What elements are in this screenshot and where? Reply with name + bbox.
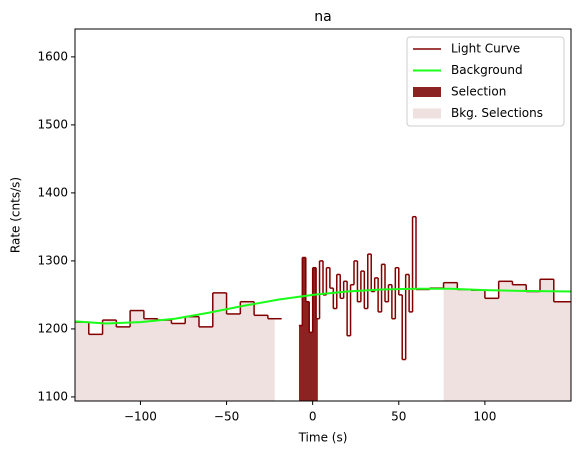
x-axis-label: Time (s) [298,431,348,445]
x-tick-label: −100 [124,410,157,424]
legend-box [406,36,565,127]
legend-label: Bkg. Selections [451,106,543,120]
legend-swatch [413,108,441,119]
background-line [75,287,571,325]
x-tick-label: 100 [473,410,496,424]
region-band [75,216,275,401]
y-axis-label: Rate (cnts/s) [9,177,23,253]
y-tick-label: 1200 [37,321,68,335]
legend-swatch [413,87,441,97]
legend-label: Background [451,63,523,77]
y-tick-label: 1500 [37,117,68,131]
legend-label: Selection [451,85,506,99]
legend-label: Light Curve [451,42,520,56]
chart-title: na [314,9,331,25]
y-tick-label: 1100 [37,389,68,403]
region-band [298,216,318,401]
x-tick-label: 0 [309,410,317,424]
x-tick-label: −50 [214,410,239,424]
plot-frame [74,28,572,402]
x-tick-label: 50 [391,410,406,424]
y-tick-label: 1600 [37,49,68,63]
y-tick-label: 1400 [37,185,68,199]
y-tick-label: 1300 [37,253,68,267]
